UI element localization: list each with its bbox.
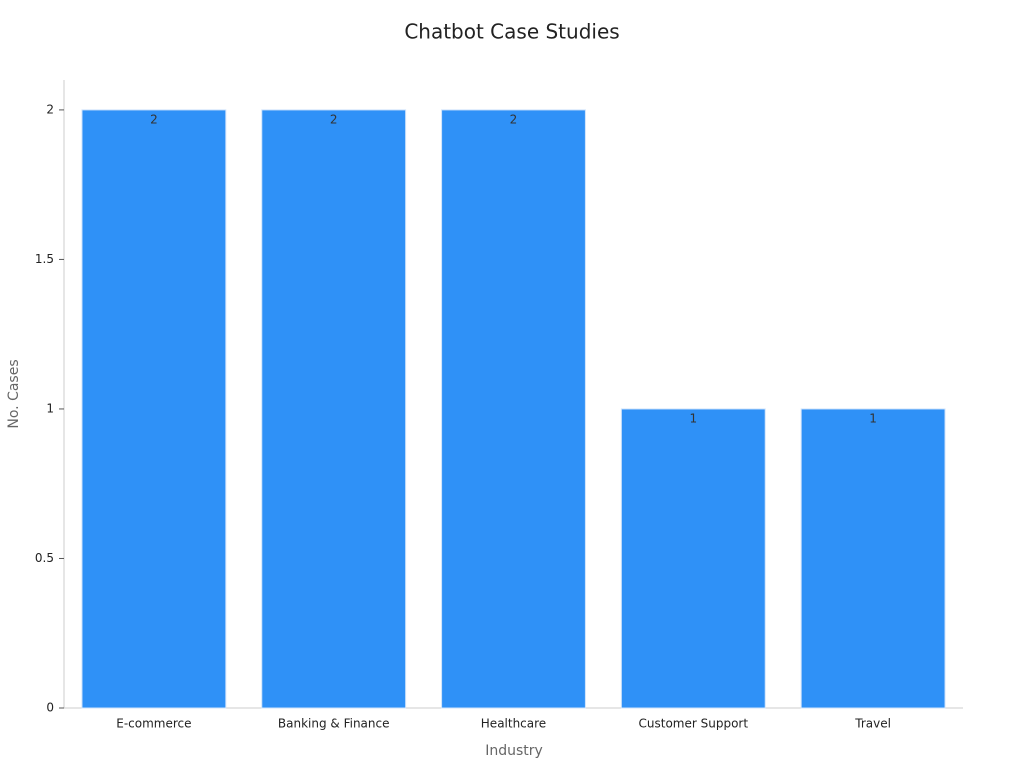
x-tick-label: E-commerce [116,717,191,731]
x-tick-label: Banking & Finance [278,717,390,731]
y-tick-label: 1.5 [35,252,54,266]
data-label: 2 [330,112,338,126]
y-tick-label: 0 [46,701,54,715]
bar [620,408,766,709]
x-axis-label: Industry [485,743,543,759]
data-label: 2 [510,112,518,126]
x-tick-label: Customer Support [639,717,749,731]
bar [261,109,407,709]
bar [800,408,946,709]
y-tick-label: 1 [46,401,54,415]
data-label: 1 [869,411,877,425]
x-tick-label: Healthcare [481,717,546,731]
y-tick-label: 2 [46,102,54,116]
bar [81,109,227,709]
bar [441,109,586,709]
y-axis-label: No. Cases [6,359,22,428]
chart-title: Chatbot Case Studies [404,20,619,44]
data-label: 1 [689,411,697,425]
x-tick-label: Travel [854,717,891,731]
data-label: 2 [150,112,158,126]
y-tick-label: 0.5 [35,551,54,565]
